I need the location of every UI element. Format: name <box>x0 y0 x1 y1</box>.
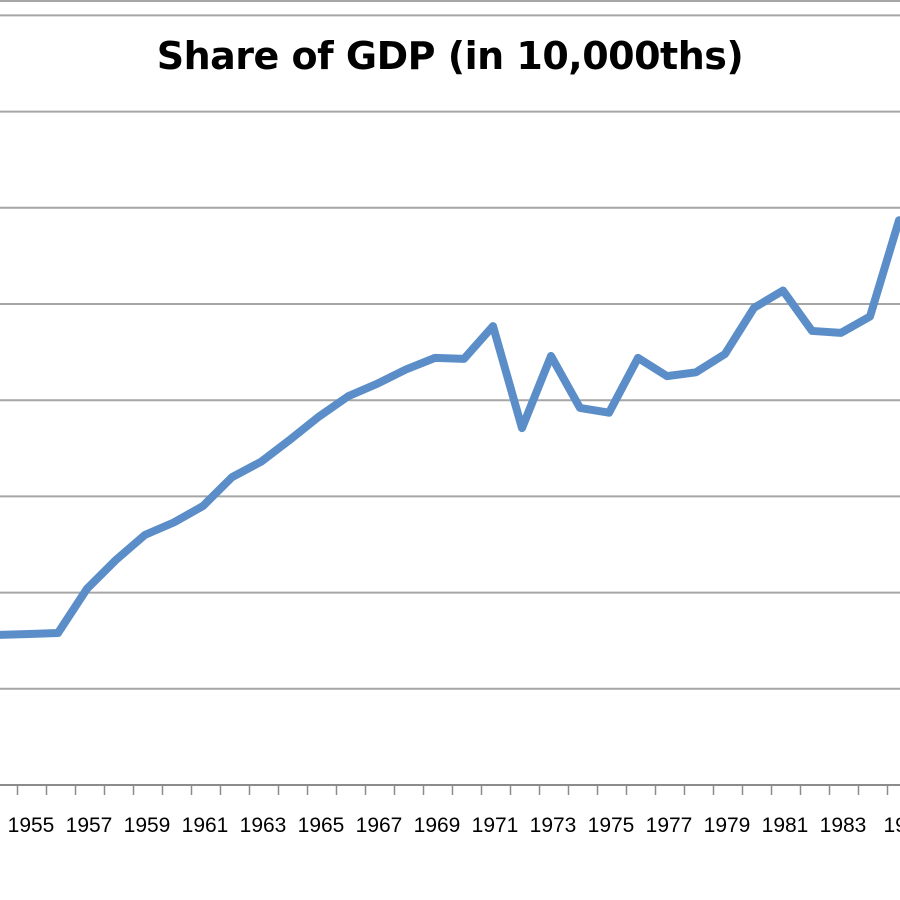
x-axis <box>0 784 900 795</box>
x-tick-label: 1969 <box>414 814 461 837</box>
x-tick-label: 1977 <box>646 814 693 837</box>
x-tick-label: 1971 <box>472 814 519 837</box>
series-line <box>0 216 900 639</box>
x-tick-label: 1975 <box>588 814 635 837</box>
x-tick-label: 1957 <box>66 814 113 837</box>
x-tick-label: 1967 <box>356 814 403 837</box>
x-tick-label: 1959 <box>124 814 171 837</box>
x-tick-label: 1965 <box>298 814 345 837</box>
x-tick-label: 1981 <box>762 814 809 837</box>
x-tick-label: 1983 <box>820 814 867 837</box>
x-tick-label: 198 <box>883 814 900 837</box>
x-tick-label: 1963 <box>240 814 287 837</box>
x-tick-labels: 1955 1957 1959 1961 1963 1965 1967 1969 1971 1973… <box>8 814 900 837</box>
x-tick-label: 1961 <box>182 814 229 837</box>
series-layer <box>0 216 900 639</box>
chart-title: Share of GDP (in 10,000ths) <box>156 34 744 78</box>
x-tick-label: 1979 <box>704 814 751 837</box>
gridlines <box>0 0 900 690</box>
x-tick-label: 1955 <box>8 814 55 837</box>
x-tick-label: 1973 <box>530 814 577 837</box>
